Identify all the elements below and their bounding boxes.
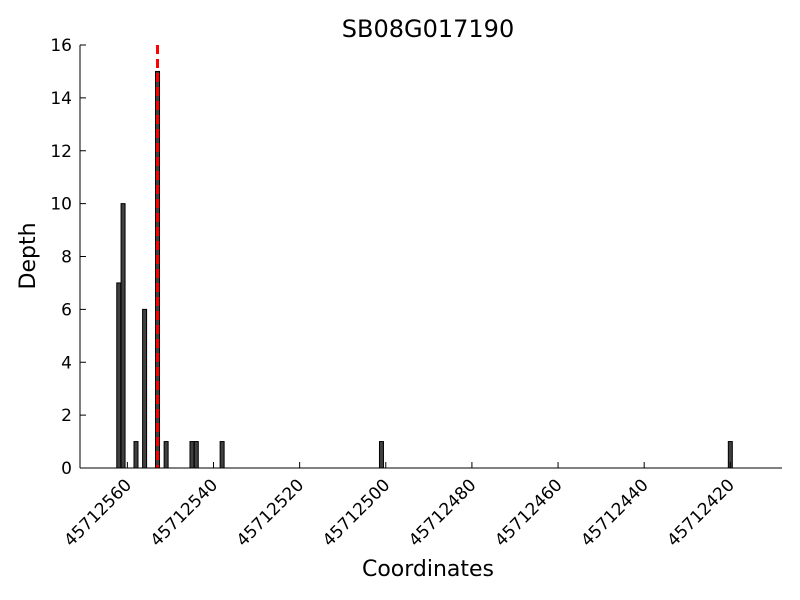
- y-tick-label: 16: [50, 36, 72, 56]
- x-tick-label: 45712480: [405, 475, 480, 550]
- bars-group: [116, 70, 733, 469]
- y-tick-label: 12: [50, 142, 72, 162]
- y-tick-label: 0: [61, 459, 72, 479]
- bar: [189, 441, 195, 469]
- y-axis-label: Depth: [16, 222, 41, 289]
- y-tick-label: 6: [61, 300, 72, 320]
- x-tick-label: 45712560: [61, 475, 136, 550]
- chart-title: SB08G017190: [342, 15, 514, 43]
- y-tick-label: 8: [61, 248, 72, 268]
- bar: [142, 308, 148, 469]
- x-tick-label: 45712440: [577, 475, 652, 550]
- bar: [378, 441, 384, 469]
- bar: [120, 203, 126, 469]
- bar: [193, 441, 199, 469]
- bar: [116, 282, 122, 469]
- bar: [219, 441, 225, 469]
- x-ticks-group: 45712560 45712540 45712520 45712500 45712480…: [61, 462, 739, 551]
- x-tick-label: 45712420: [664, 475, 739, 550]
- bar: [163, 441, 169, 469]
- x-tick-label: 45712500: [319, 475, 394, 550]
- bar: [133, 441, 139, 469]
- x-tick-label: 45712540: [147, 475, 222, 550]
- x-axis-label: Coordinates: [362, 557, 494, 582]
- y-tick-label: 14: [50, 89, 72, 109]
- y-tick-label: 10: [50, 195, 72, 215]
- x-tick-label: 45712460: [491, 475, 566, 550]
- y-ticks-group: 0 2 4 6 8 10 12 14 16: [50, 36, 86, 479]
- y-tick-label: 2: [61, 406, 72, 426]
- y-tick-label: 4: [61, 353, 72, 373]
- x-tick-label: 45712520: [233, 475, 308, 550]
